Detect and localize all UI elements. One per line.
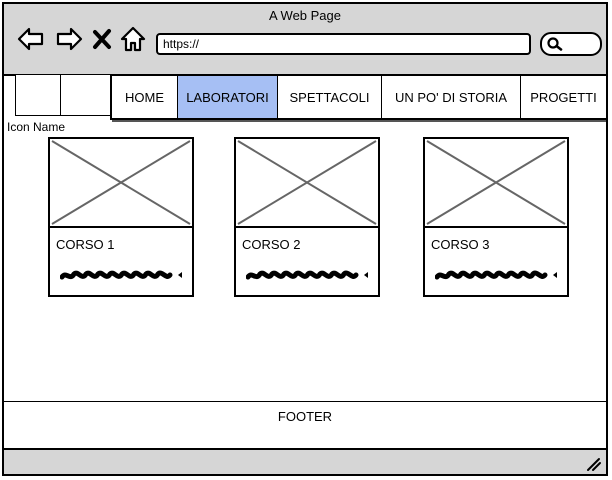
browser-window: A Web Page https:// Icon Name HOME LABOR… (2, 2, 608, 476)
back-arrow-icon[interactable] (16, 24, 46, 54)
logo-placeholder-secondary (60, 74, 112, 116)
card-title: CORSO 2 (242, 237, 301, 252)
search-icon (547, 37, 563, 51)
card-title: CORSO 3 (431, 237, 490, 252)
text-scribble (246, 270, 368, 280)
forward-arrow-icon[interactable] (54, 24, 84, 54)
nav-item-home[interactable]: HOME (112, 76, 178, 118)
nav-item-spettacoli[interactable]: SPETTACOLI (278, 76, 382, 118)
main-navigation: HOME LABORATORI SPETTACOLI UN PO' DI STO… (110, 74, 606, 120)
footer-divider (4, 401, 606, 402)
window-title: A Web Page (268, 8, 342, 23)
card-title: CORSO 1 (56, 237, 115, 252)
url-input[interactable]: https:// (156, 33, 531, 55)
course-card[interactable]: CORSO 2 (234, 137, 380, 297)
image-placeholder-icon (50, 139, 192, 228)
search-input[interactable] (540, 32, 602, 56)
browser-toolbar: A Web Page https:// (4, 4, 606, 76)
course-card[interactable]: CORSO 1 (48, 137, 194, 297)
text-scribble (60, 270, 182, 280)
logo-placeholder (15, 74, 61, 116)
nav-item-laboratori[interactable]: LABORATORI (178, 76, 278, 118)
icon-name-label: Icon Name (7, 120, 66, 134)
nav-item-progetti[interactable]: PROGETTI (530, 89, 597, 105)
close-icon[interactable] (90, 24, 114, 54)
image-placeholder-icon (425, 139, 567, 228)
course-card[interactable]: CORSO 3 (423, 137, 569, 297)
footer-label: FOOTER (277, 409, 333, 424)
image-placeholder-icon (236, 139, 378, 228)
resize-grip-icon[interactable] (584, 456, 602, 472)
status-bar (4, 448, 606, 474)
text-scribble (435, 270, 557, 280)
home-icon[interactable] (118, 24, 148, 54)
nav-item-storia[interactable]: UN PO' DI STORIA (382, 76, 521, 118)
